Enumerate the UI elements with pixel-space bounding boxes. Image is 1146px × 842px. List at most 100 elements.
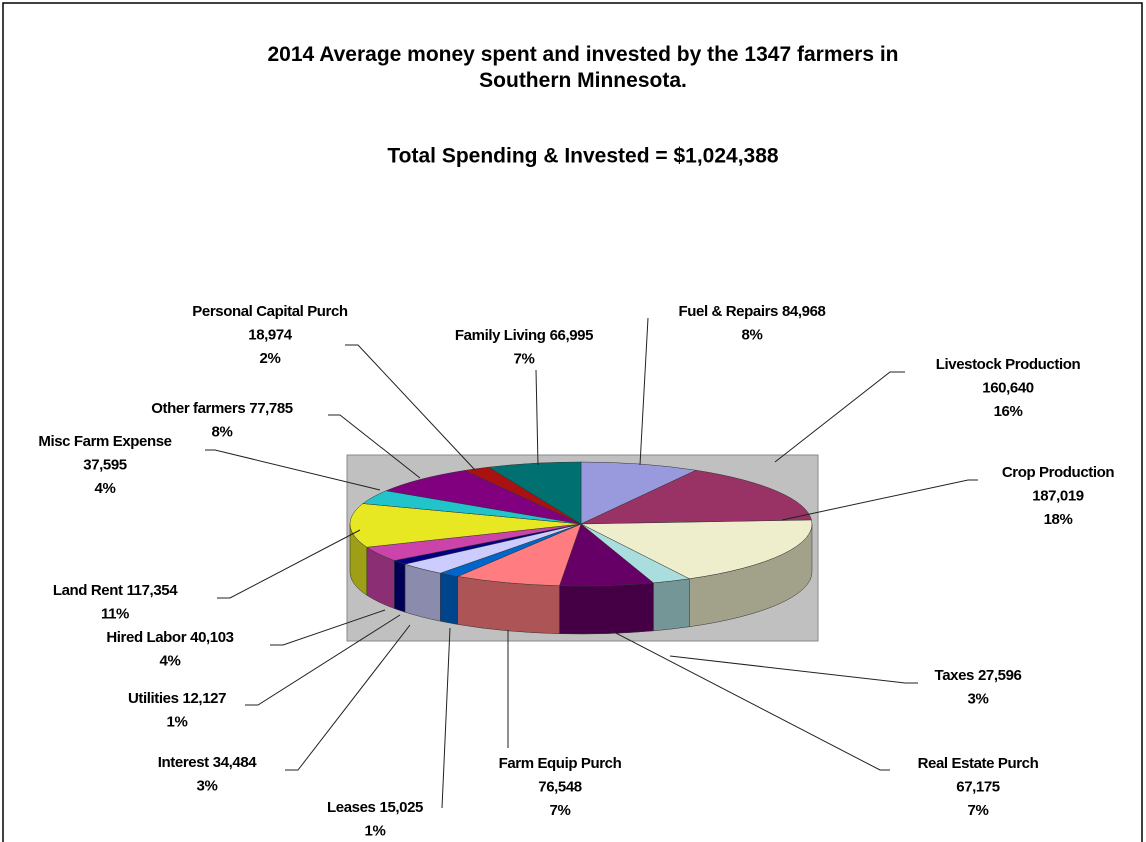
slice-side: [559, 582, 654, 635]
category-label: Other farmers: [151, 400, 245, 417]
title-line: 2014 Average money spent and invested by…: [267, 43, 898, 66]
percent-label: 18%: [1044, 511, 1073, 528]
category-label: Leases: [327, 799, 376, 816]
slice: [385, 470, 582, 525]
slice-label: 76,548: [538, 778, 582, 795]
category-label: Misc Farm Expense: [38, 433, 171, 450]
leader-line: [205, 449, 381, 491]
title-line: Southern Minnesota.: [479, 69, 687, 92]
percent-label: 16%: [994, 403, 1023, 420]
percent-label: 7%: [514, 350, 535, 367]
slice-label: Taxes 27,596: [935, 667, 1022, 684]
slice-label: 160,640: [982, 379, 1033, 396]
percent-label: 7%: [968, 802, 989, 819]
value-label: 37,595: [83, 456, 127, 473]
slice-label: Personal Capital Purch: [192, 303, 348, 320]
leader-line: [285, 624, 411, 771]
percent-label: 3%: [197, 777, 218, 794]
category-label: Family Living: [455, 327, 546, 344]
slice-side: [404, 563, 441, 622]
leader-line: [217, 529, 361, 599]
slice-label: 7%: [514, 350, 535, 367]
category-label: Utilities: [128, 690, 179, 707]
slice-label: 4%: [160, 652, 181, 669]
percent-label: 3%: [968, 690, 989, 707]
value-label: 160,640: [982, 379, 1033, 396]
slice-label: 11%: [101, 605, 129, 622]
chart-title: 2014 Average money spent and invested by…: [267, 43, 898, 92]
value-label: 27,596: [978, 667, 1022, 684]
slice: [456, 523, 582, 586]
slice-label: 18%: [1044, 511, 1073, 528]
percent-label: 4%: [160, 652, 181, 669]
value-label: 187,019: [1032, 487, 1083, 504]
category-label: Real Estate Purch: [918, 755, 1039, 772]
percent-label: 8%: [212, 423, 233, 440]
leader-line: [345, 344, 476, 471]
category-label: Fuel & Repairs: [679, 303, 778, 320]
leader-line: [535, 369, 539, 466]
percent-label: 4%: [95, 480, 116, 497]
slice-label: 1%: [365, 822, 386, 839]
leader-line: [781, 479, 978, 521]
percent-label: 1%: [167, 713, 188, 730]
category-label: Farm Equip Purch: [499, 755, 622, 772]
percent-label: 1%: [365, 822, 386, 839]
slice-label: Farm Equip Purch: [499, 755, 622, 772]
slice-label: Misc Farm Expense: [38, 433, 171, 450]
slice-label: 18,974: [248, 326, 293, 343]
slice-label: 1%: [167, 713, 188, 730]
slice-label: 67,175: [956, 778, 1000, 795]
slice-label: 7%: [968, 802, 989, 819]
leader-line: [270, 609, 386, 646]
category-label: Personal Capital Purch: [192, 303, 348, 320]
slice: [580, 519, 813, 580]
value-label: 117,354: [127, 582, 179, 599]
category-label: Livestock Production: [936, 356, 1081, 373]
slice: [487, 461, 582, 525]
slice-label: 3%: [968, 690, 989, 707]
leader-line: [639, 317, 649, 466]
category-label: Land Rent: [53, 582, 123, 599]
leader-line: [245, 614, 401, 706]
slice-label: Utilities 12,127: [128, 690, 226, 707]
slice-label: Land Rent 117,354: [53, 582, 178, 599]
slice-label: 187,019: [1032, 487, 1083, 504]
slice-label: 8%: [742, 326, 763, 343]
value-label: 40,103: [190, 629, 234, 646]
slice-label: Other farmers 77,785: [151, 400, 293, 417]
slice-label: 37,595: [83, 456, 127, 473]
chart-subtitle: Total Spending & Invested = $1,024,388: [387, 145, 778, 168]
category-label: Crop Production: [1002, 464, 1115, 481]
slice-label: 16%: [994, 403, 1023, 420]
category-label: Hired Labor: [106, 629, 186, 646]
leader-line: [669, 655, 918, 684]
value-label: 34,484: [213, 754, 258, 771]
value-label: 76,548: [538, 778, 582, 795]
slice-label: 3%: [197, 777, 218, 794]
value-label: 67,175: [956, 778, 1000, 795]
slice-side: [394, 560, 406, 613]
slice-label: Livestock Production: [936, 356, 1081, 373]
slice-label: 2%: [260, 350, 281, 367]
category-label: Interest: [158, 754, 209, 771]
value-label: 12,127: [183, 690, 227, 707]
slice-side: [653, 578, 690, 632]
percent-label: 11%: [101, 605, 129, 622]
slice: [349, 503, 582, 548]
slice-label: 8%: [212, 423, 233, 440]
slice-label: Leases 15,025: [327, 799, 423, 816]
leader-line: [441, 627, 451, 809]
slice-label: 7%: [550, 802, 571, 819]
category-label: Taxes: [935, 667, 974, 684]
leader-line: [609, 629, 890, 771]
leader-line: [328, 414, 421, 479]
percent-label: 2%: [260, 350, 281, 367]
value-label: 66,995: [550, 327, 594, 344]
slice-label: Family Living 66,995: [455, 327, 593, 344]
slice-label: Hired Labor 40,103: [106, 629, 233, 646]
slice-label: Crop Production: [1002, 464, 1115, 481]
percent-label: 7%: [550, 802, 571, 819]
percent-label: 8%: [742, 326, 763, 343]
